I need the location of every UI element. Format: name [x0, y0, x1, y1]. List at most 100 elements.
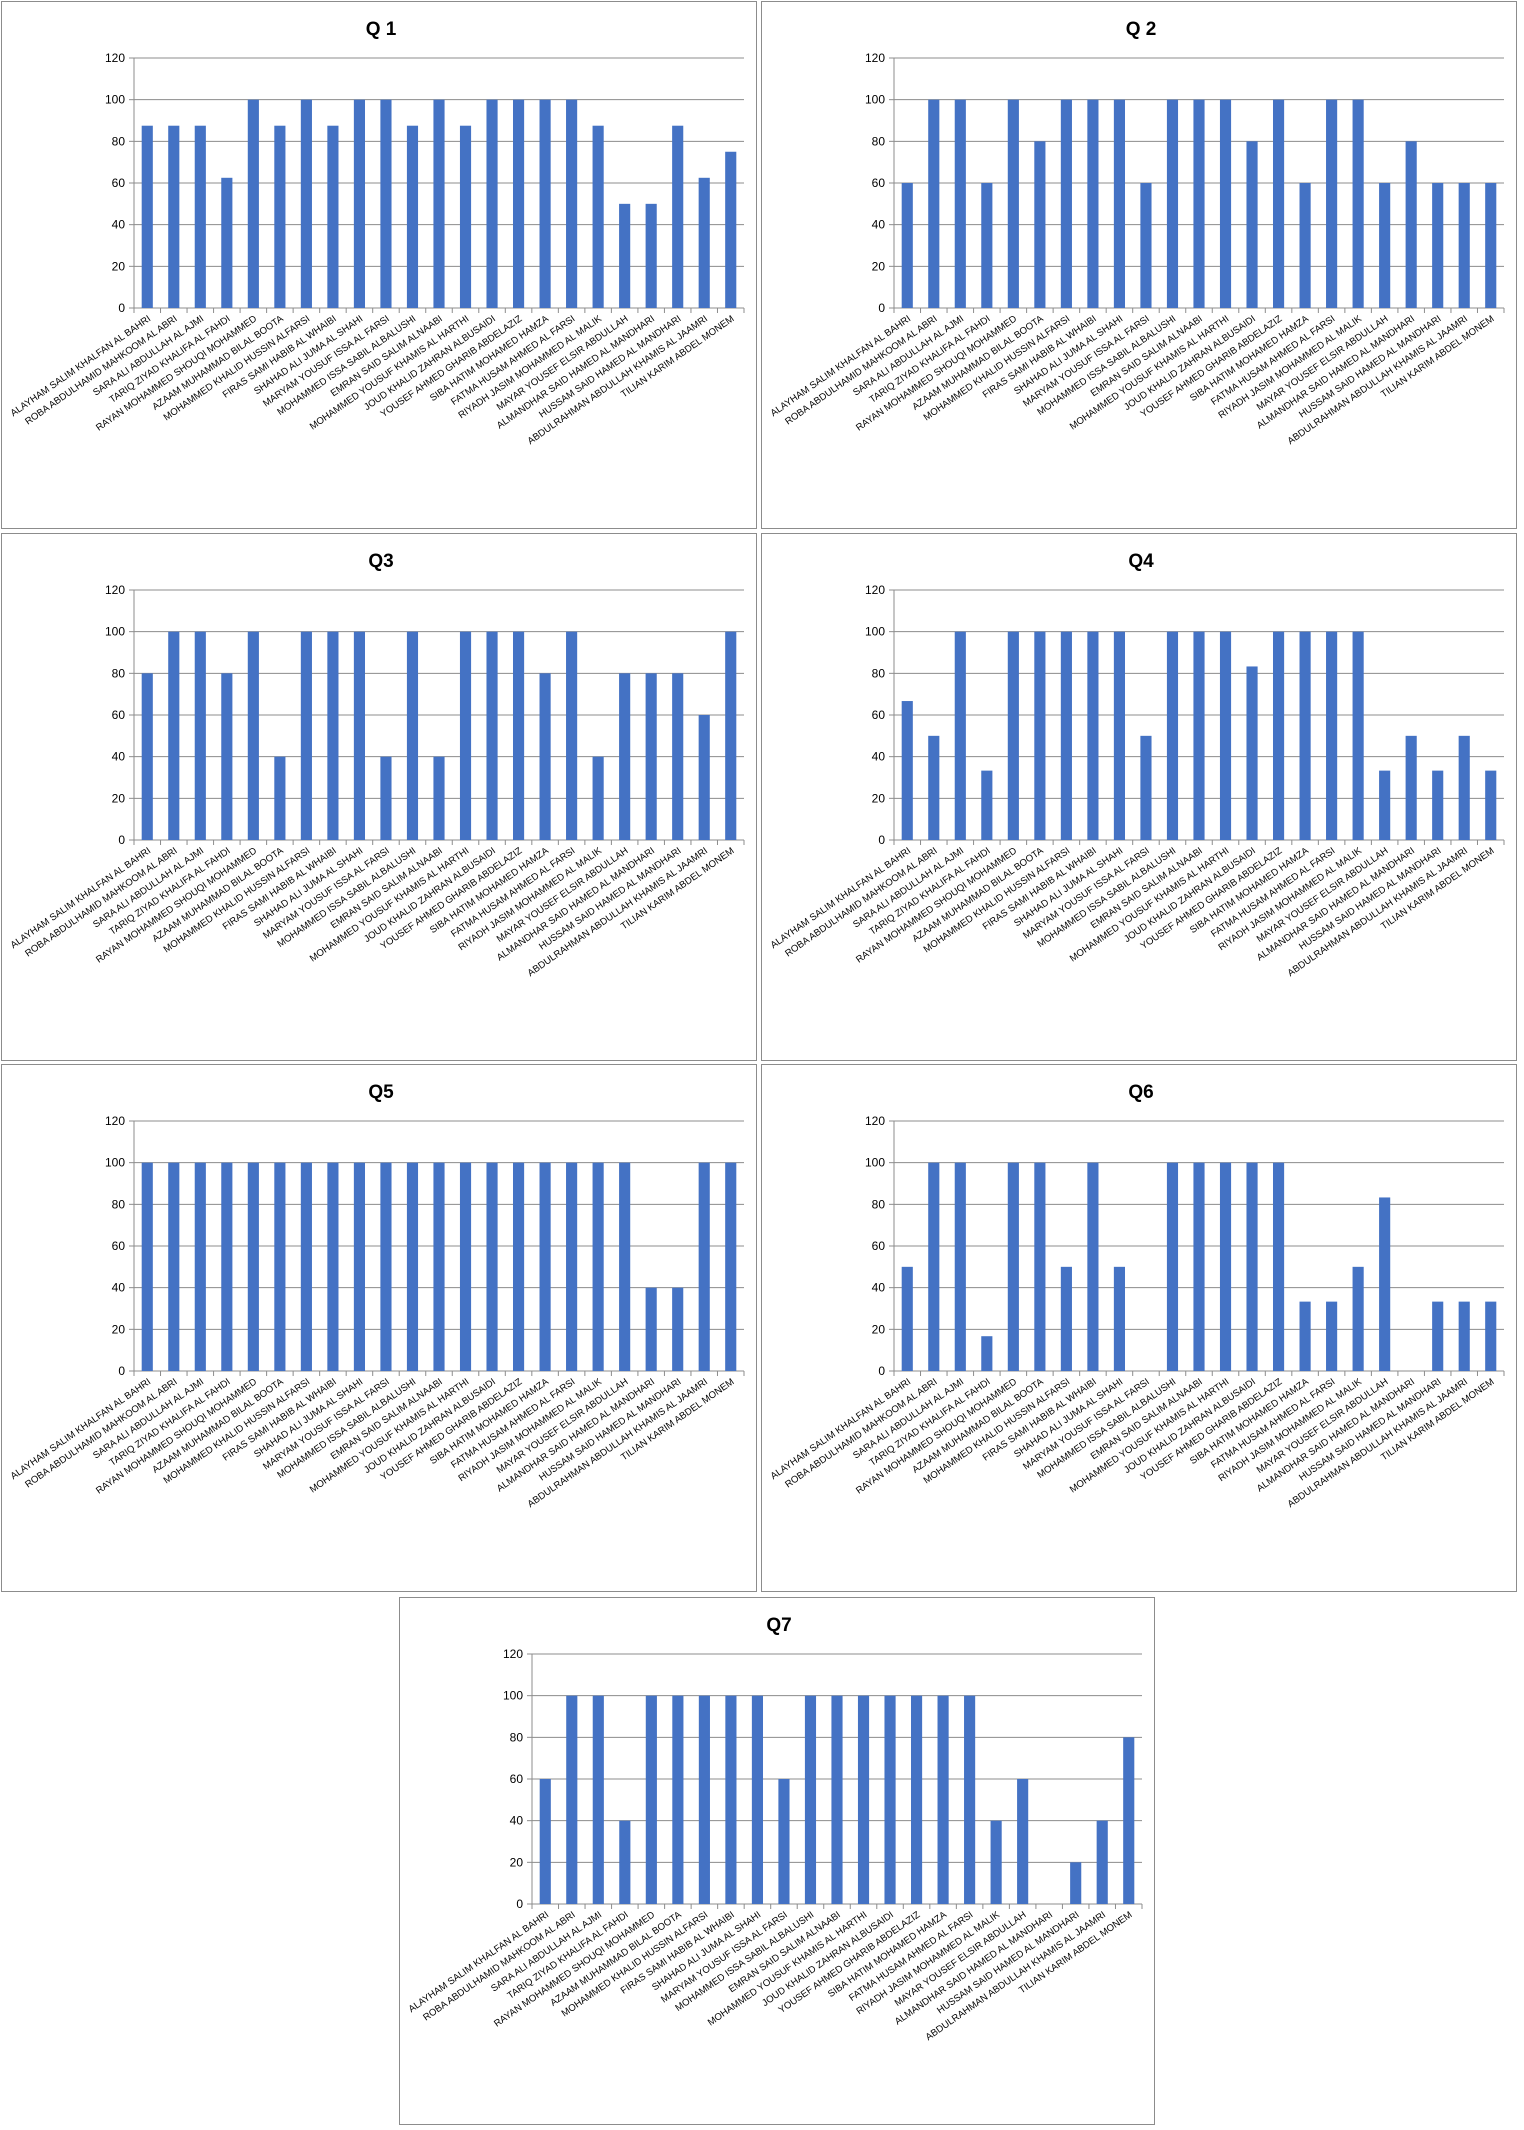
bar: [1352, 99, 1364, 309]
bar: [380, 1162, 392, 1371]
bar: [1219, 1162, 1232, 1371]
y-tick-label: 80: [112, 666, 126, 680]
bar: [619, 203, 631, 308]
bar: [928, 99, 940, 309]
y-tick-label: 20: [872, 259, 886, 273]
bar: [1352, 631, 1364, 840]
bar: [566, 99, 578, 309]
y-tick-label: 60: [510, 1772, 524, 1786]
bar: [1166, 99, 1179, 309]
y-tick-label: 100: [865, 93, 885, 107]
bar: [901, 701, 913, 840]
bar: [619, 673, 631, 840]
bar: [592, 1162, 604, 1371]
bar: [1246, 666, 1258, 840]
bar: [380, 99, 392, 309]
bar: [1140, 183, 1152, 308]
bar: [168, 125, 180, 308]
bar: [645, 673, 657, 840]
y-tick-label: 20: [112, 259, 126, 273]
chart-panel-q5: Q5 0 20 40 60 80 100 120 ALAYHAM SALIM KHALFAN A…: [1, 1064, 757, 1592]
chart-title: Q 2: [1126, 19, 1157, 40]
bar: [910, 1695, 923, 1904]
bar: [1070, 1862, 1082, 1904]
bar: [1034, 1162, 1046, 1371]
bar: [619, 1820, 631, 1904]
bar: [1272, 631, 1285, 840]
bar: [645, 1287, 657, 1371]
bar: [1458, 1301, 1470, 1371]
bar: [274, 125, 286, 308]
y-tick-label: 60: [112, 1239, 126, 1253]
bar: [990, 1820, 1002, 1904]
bar: [725, 1162, 737, 1371]
bar: [1299, 183, 1311, 308]
y-tick-label: 80: [510, 1730, 524, 1744]
bar: [1299, 631, 1311, 840]
bar: [1246, 141, 1258, 308]
bar: [725, 1695, 737, 1904]
chart-panel-q1: Q 1 0 20 40 60 80 100 120 ALAYHAM SALIM KHALFAN …: [1, 1, 757, 529]
bar: [1219, 631, 1232, 840]
bar: [698, 177, 710, 308]
bar: [751, 1695, 764, 1904]
bar: [539, 673, 551, 840]
bar: [592, 756, 604, 840]
chart-title: Q7: [766, 1615, 791, 1636]
bar: [1219, 99, 1232, 309]
bar: [247, 1162, 259, 1371]
y-tick-label: 0: [878, 833, 885, 847]
bar: [1326, 631, 1338, 840]
chart-panel-q4: Q4 0 20 40 60 80 100 120 ALAYHAM SALIM KHALFAN A…: [761, 533, 1517, 1061]
bar: [539, 1162, 551, 1371]
bar: [459, 125, 472, 308]
y-tick-label: 80: [872, 134, 886, 148]
bar: [406, 125, 419, 308]
bar: [1352, 1266, 1364, 1371]
y-tick-label: 0: [516, 1897, 523, 1911]
bar: [1326, 99, 1338, 309]
bar: [141, 125, 153, 308]
bar: [884, 1695, 896, 1904]
y-tick-label: 80: [872, 666, 886, 680]
bar: [486, 631, 498, 840]
y-tick-label: 0: [878, 1364, 885, 1378]
y-tick-label: 120: [105, 583, 125, 597]
y-tick-label: 20: [872, 791, 886, 805]
bar: [672, 1695, 684, 1904]
bar: [353, 99, 366, 309]
bar: [1193, 99, 1205, 309]
bar: [433, 756, 445, 840]
bar: [1007, 99, 1019, 309]
bar: [1113, 631, 1126, 840]
y-tick-label: 120: [865, 583, 885, 597]
bar: [672, 1287, 684, 1371]
bar: [274, 1162, 286, 1371]
bar: [1007, 631, 1019, 840]
bar: [619, 1162, 631, 1371]
bar: [1087, 99, 1099, 309]
bar: [300, 631, 312, 840]
bar: [168, 631, 180, 840]
y-tick-label: 120: [865, 1114, 885, 1128]
bar: [928, 1162, 940, 1371]
bar: [247, 99, 259, 309]
bar: [1017, 1779, 1029, 1904]
bar: [459, 1162, 472, 1371]
bar: [901, 183, 913, 308]
bar: [901, 1266, 913, 1371]
y-tick-label: 100: [105, 1156, 125, 1170]
y-tick-label: 0: [118, 1364, 125, 1378]
chart-title: Q 1: [366, 19, 397, 40]
y-tick-label: 60: [112, 708, 126, 722]
bar: [1432, 183, 1444, 308]
bar: [1405, 735, 1417, 840]
y-tick-label: 40: [112, 218, 126, 232]
bar: [1193, 1162, 1205, 1371]
bar: [539, 99, 551, 309]
bar: [1096, 1820, 1108, 1904]
y-tick-label: 0: [118, 833, 125, 847]
bar: [1034, 141, 1046, 308]
